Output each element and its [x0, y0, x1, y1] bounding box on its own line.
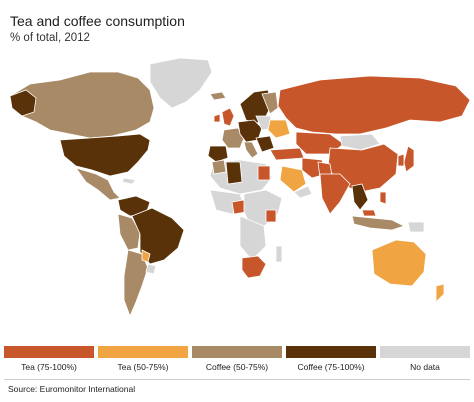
region-caribbean	[121, 177, 137, 185]
region-algeria	[225, 161, 243, 185]
region-ireland	[213, 113, 221, 123]
region-australia	[371, 239, 427, 287]
region-yemen-oman	[293, 185, 313, 199]
source-note: Source: Euromonitor International	[8, 384, 136, 394]
legend-label-no-data: No data	[410, 362, 440, 372]
legend-item-tea-high: Tea (75-100%)	[4, 346, 94, 378]
region-southern-africa	[241, 255, 267, 279]
legend-swatch-no-data	[380, 346, 470, 358]
region-philippines	[379, 191, 387, 205]
region-canada	[9, 71, 155, 139]
legend-swatch-coffee-mid	[192, 346, 282, 358]
region-iberia	[207, 145, 229, 163]
region-turkey	[269, 147, 305, 161]
region-france	[221, 127, 245, 149]
chart-subtitle: % of total, 2012	[10, 32, 90, 44]
region-morocco	[211, 159, 227, 175]
region-russia	[277, 75, 471, 135]
region-greenland	[149, 57, 213, 109]
region-saudi	[279, 165, 307, 193]
legend: Tea (75-100%) Tea (50-75%) Coffee (50-75…	[4, 346, 470, 378]
legend-item-coffee-mid: Coffee (50-75%)	[192, 346, 282, 378]
legend-item-no-data: No data	[380, 346, 470, 378]
region-kenya	[265, 209, 277, 223]
region-balkans	[255, 135, 275, 153]
legend-label-coffee-mid: Coffee (50-75%)	[205, 362, 269, 372]
region-brazil	[131, 207, 185, 265]
legend-label-coffee-high: Coffee (75-100%)	[297, 362, 365, 372]
region-mexico	[74, 167, 121, 201]
region-egypt	[257, 165, 271, 181]
region-japan	[403, 145, 415, 173]
region-central-africa	[239, 215, 267, 261]
region-finland	[261, 91, 279, 115]
region-italy	[243, 141, 259, 159]
legend-swatch-tea-high	[4, 346, 94, 358]
region-ukraine	[267, 119, 291, 139]
chart-title: Tea and coffee consumption	[10, 13, 185, 29]
region-indonesia	[351, 215, 406, 231]
region-uk	[221, 107, 235, 127]
region-peru-bolivia	[117, 213, 141, 251]
footer-divider	[4, 379, 470, 380]
region-usa	[59, 133, 151, 177]
region-alaska	[9, 89, 37, 117]
legend-swatch-tea-mid	[98, 346, 188, 358]
region-iceland	[209, 91, 227, 101]
region-malaysia	[361, 209, 377, 217]
region-mongolia	[339, 133, 381, 151]
region-uruguay	[145, 263, 157, 275]
region-png	[407, 221, 425, 233]
legend-item-coffee-high: Coffee (75-100%)	[286, 346, 376, 378]
legend-swatch-coffee-high	[286, 346, 376, 358]
legend-label-tea-high: Tea (75-100%)	[21, 362, 77, 372]
legend-item-tea-mid: Tea (50-75%)	[98, 346, 188, 378]
region-indochina	[351, 183, 369, 211]
region-madagascar	[275, 245, 283, 263]
world-map	[9, 57, 471, 318]
region-india	[319, 173, 351, 215]
region-new-zealand	[435, 283, 445, 303]
region-korea	[397, 153, 405, 167]
legend-label-tea-mid: Tea (50-75%)	[117, 362, 169, 372]
region-paraguay	[141, 249, 151, 263]
